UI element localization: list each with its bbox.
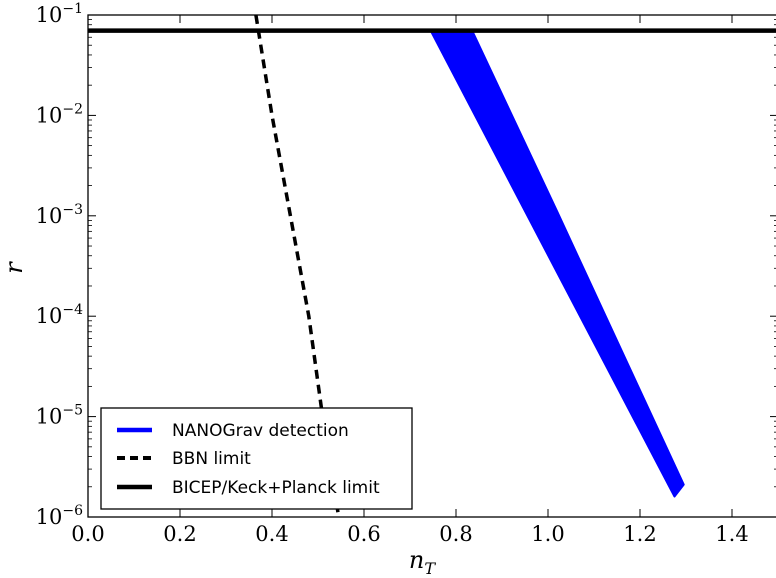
axis-labels: nT r <box>0 261 436 578</box>
y-tick-label-1: 10−5 <box>36 403 83 429</box>
x-tick-label-6: 1.2 <box>623 522 656 546</box>
series-0-band <box>429 29 685 498</box>
legend-frame <box>100 407 413 510</box>
x-tick-label-3: 0.6 <box>347 522 380 546</box>
plot-frame <box>87 14 776 518</box>
y-axis-label: r <box>0 261 28 274</box>
x-tick-label-7: 1.4 <box>715 522 748 546</box>
legend-label-bbn: BBN limit <box>172 449 251 469</box>
x-tick-label-2: 0.4 <box>255 522 288 546</box>
y-tick-label-0: 10−6 <box>36 503 83 529</box>
x-axis-label: nT <box>409 546 436 578</box>
y-tick-label-5: 10−1 <box>36 1 83 27</box>
legend-label-bicep: BICEP/Keck+Planck limit <box>172 478 380 498</box>
y-tick-label-3: 10−3 <box>36 202 83 228</box>
legend: NANOGrav detection BBN limit BICEP/Keck+… <box>100 407 413 510</box>
ticks-layer: 0.0 0.2 0.4 0.6 0.8 1.0 1.2 1.4 10−6 10−5 10−4 10−3… <box>36 1 776 546</box>
x-tick-label-5: 1.0 <box>531 522 564 546</box>
y-tick-label-2: 10−4 <box>36 302 83 328</box>
legend-label-nanograv: NANOGrav detection <box>172 421 349 441</box>
y-tick-label-4: 10−2 <box>36 101 83 127</box>
x-tick-label-4: 0.8 <box>439 522 472 546</box>
x-tick-label-1: 0.2 <box>163 522 196 546</box>
x-tick-label-0: 0.0 <box>71 522 104 546</box>
